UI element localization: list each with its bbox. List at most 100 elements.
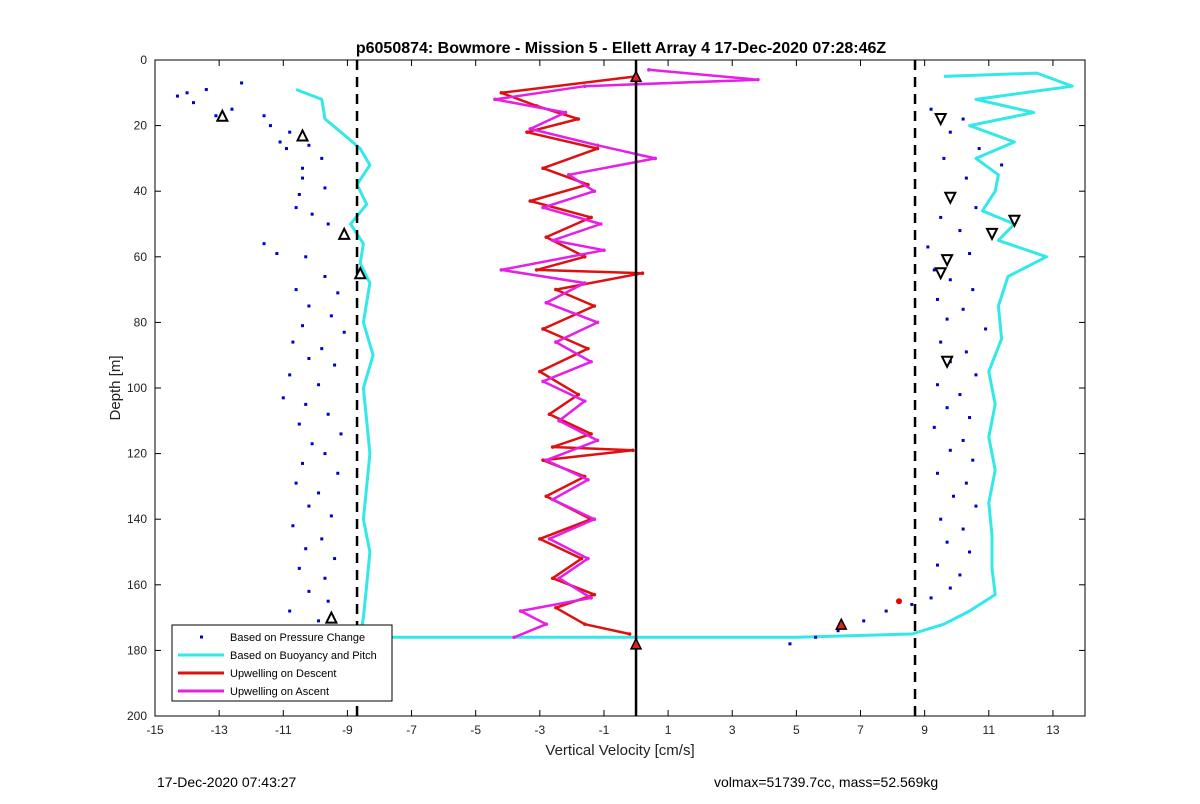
pressure-point [310, 212, 314, 216]
pressure-point [926, 245, 930, 249]
triangle-marker [324, 610, 338, 624]
x-tick-label: 1 [665, 723, 672, 737]
pressure-point [288, 373, 292, 377]
pressure-point [1000, 163, 1004, 167]
pressure-point [301, 166, 305, 170]
legend-entry: Upwelling on Descent [230, 668, 336, 680]
pressure-point [323, 576, 327, 580]
pressure-point [968, 252, 972, 256]
pressure-point [294, 288, 298, 292]
pressure-point [317, 491, 321, 495]
pressure-point [291, 524, 295, 528]
pressure-point [961, 527, 965, 531]
pressure-point [862, 619, 866, 623]
ascent-point [582, 84, 587, 89]
y-tick-label: 160 [127, 578, 147, 592]
pressure-point [333, 557, 337, 561]
y-tick-label: 40 [134, 184, 148, 198]
x-tick-label: 5 [793, 723, 800, 737]
descent-point [554, 287, 558, 292]
y-tick-label: 100 [127, 381, 147, 395]
filled-triangle-marker [835, 617, 848, 630]
pressure-point [329, 514, 333, 518]
ascent-point [582, 281, 587, 285]
ascent-point [595, 438, 600, 443]
ascent-point [647, 68, 651, 72]
y-tick-label: 120 [127, 447, 147, 461]
descent-point [579, 556, 584, 561]
upwelling-ascent-line [493, 68, 760, 639]
pressure-point [191, 101, 195, 105]
pressure-point [984, 327, 988, 331]
pressure-point [945, 540, 949, 544]
plot-area-frame [154, 59, 1086, 717]
pressure-point [307, 356, 311, 360]
triangle-marker [940, 254, 954, 268]
pressure-point [945, 406, 949, 410]
pressure-point [204, 88, 208, 92]
ascent-point [499, 268, 504, 272]
pressure-point [929, 107, 933, 111]
descent-point [595, 146, 600, 151]
ascent-point [557, 419, 561, 423]
pressure-point [977, 147, 981, 151]
pressure-point [230, 107, 234, 111]
descent-point [586, 346, 590, 351]
pressure-point [320, 156, 324, 160]
x-tick-label: -3 [534, 723, 545, 737]
pressure-point [301, 324, 305, 328]
pressure-point [333, 363, 337, 367]
triangle-marker [985, 227, 999, 242]
pressure-point [268, 124, 272, 128]
ascent-point [544, 622, 549, 626]
ascent-point [592, 189, 597, 193]
pressure-point [948, 586, 952, 590]
pressure-point [836, 629, 840, 633]
pressure-point [948, 130, 952, 134]
legend-swatch [200, 635, 203, 639]
legend-box [171, 624, 393, 702]
x-tick-label: -9 [342, 723, 353, 737]
pressure-point [310, 442, 314, 446]
y-tick-label: 140 [127, 512, 147, 526]
pressure-point [320, 537, 324, 541]
pressure-point [939, 340, 943, 344]
pressure-point [952, 494, 956, 498]
descent-point [534, 268, 539, 272]
triangle-marker [940, 355, 954, 369]
pressure-point [294, 481, 298, 485]
pressure-point [326, 599, 330, 603]
x-tick-label: 11 [983, 723, 996, 737]
pressure-point [278, 140, 282, 144]
pressure-point [288, 130, 292, 134]
pressure-point [262, 242, 266, 246]
pressure-point [942, 156, 946, 160]
pressure-point [935, 297, 939, 301]
pressure-point [301, 176, 305, 180]
pressure-point [329, 314, 333, 318]
y-tick-label: 180 [127, 643, 147, 657]
ascent-point [602, 248, 606, 253]
x-tick-label: -11 [275, 723, 292, 737]
pressure-point [945, 317, 949, 321]
x-tick-label: 3 [729, 723, 736, 737]
ascent-point [595, 320, 600, 325]
legend-entry: Upwelling on Ascent [230, 686, 329, 698]
pressure-point [304, 547, 308, 551]
legend: Based on Pressure Change Based on Buoyanc… [171, 624, 393, 702]
pressure-point [304, 402, 308, 406]
descent-point [576, 117, 581, 121]
y-tick-label: 20 [134, 119, 148, 133]
triangle-marker [215, 108, 229, 122]
pressure-point [964, 350, 968, 354]
ascent-point [544, 458, 549, 462]
descent-point [541, 458, 545, 462]
pressure-point [262, 114, 266, 118]
y-tick-label: 80 [134, 315, 148, 329]
ascent-point [554, 340, 558, 344]
descent-point [640, 271, 645, 276]
x-tick-label: -15 [146, 723, 164, 737]
pressure-point [301, 461, 305, 465]
descent-point [554, 605, 558, 610]
